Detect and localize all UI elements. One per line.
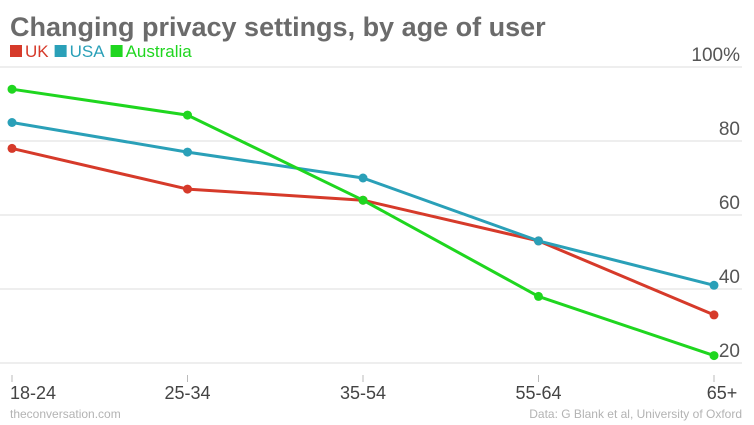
point-australia-35-54 (358, 195, 368, 205)
point-uk-18-24 (7, 143, 17, 153)
point-usa-18-24 (7, 118, 17, 127)
x-tick-label: 18-24 (10, 383, 56, 403)
legend-swatch-australia (110, 45, 123, 57)
series-line-australia (11, 87, 715, 358)
x-tick-label: 65+ (707, 383, 738, 403)
y-tick-label: 80 (719, 119, 740, 140)
x-axis: 18-24 25-34 35-54 55-64 65+ (10, 375, 737, 403)
series-line-uk (11, 146, 715, 317)
y-tick-label: 40 (719, 267, 740, 288)
point-usa-65+ (709, 280, 719, 290)
point-australia-25-34 (183, 110, 192, 120)
point-australia-65+ (709, 351, 719, 361)
x-tick-label: 55-64 (515, 383, 561, 403)
gridlines (0, 66, 742, 364)
legend-label-usa: USA (70, 42, 106, 61)
point-uk-25-34 (183, 184, 192, 194)
point-usa-55-64 (534, 236, 543, 246)
point-australia-55-64 (534, 291, 543, 301)
legend-label-uk: UK (25, 42, 49, 61)
point-usa-35-54 (358, 173, 368, 183)
source-right: Data: G Blank et al, University of Oxfor… (529, 407, 742, 421)
y-tick-label: 20 (719, 341, 740, 362)
y-tick-label: 60 (719, 193, 740, 214)
legend: UK USA Australia (10, 42, 192, 61)
point-australia-18-24 (7, 84, 17, 94)
legend-label-australia: Australia (126, 42, 193, 61)
chart-title: Changing privacy settings, by age of use… (10, 12, 546, 42)
legend-swatch-usa (54, 45, 67, 57)
point-usa-25-34 (183, 147, 192, 157)
x-tick-label: 25-34 (164, 383, 210, 403)
legend-swatch-uk (10, 45, 22, 57)
x-tick-label: 35-54 (340, 383, 386, 403)
point-uk-65+ (709, 310, 719, 320)
series-lines (7, 84, 719, 361)
y-tick-label: 100% (691, 45, 740, 66)
source-left: theconversation.com (10, 407, 121, 421)
y-axis-ticks: 100% 80 60 40 20 (691, 45, 740, 362)
